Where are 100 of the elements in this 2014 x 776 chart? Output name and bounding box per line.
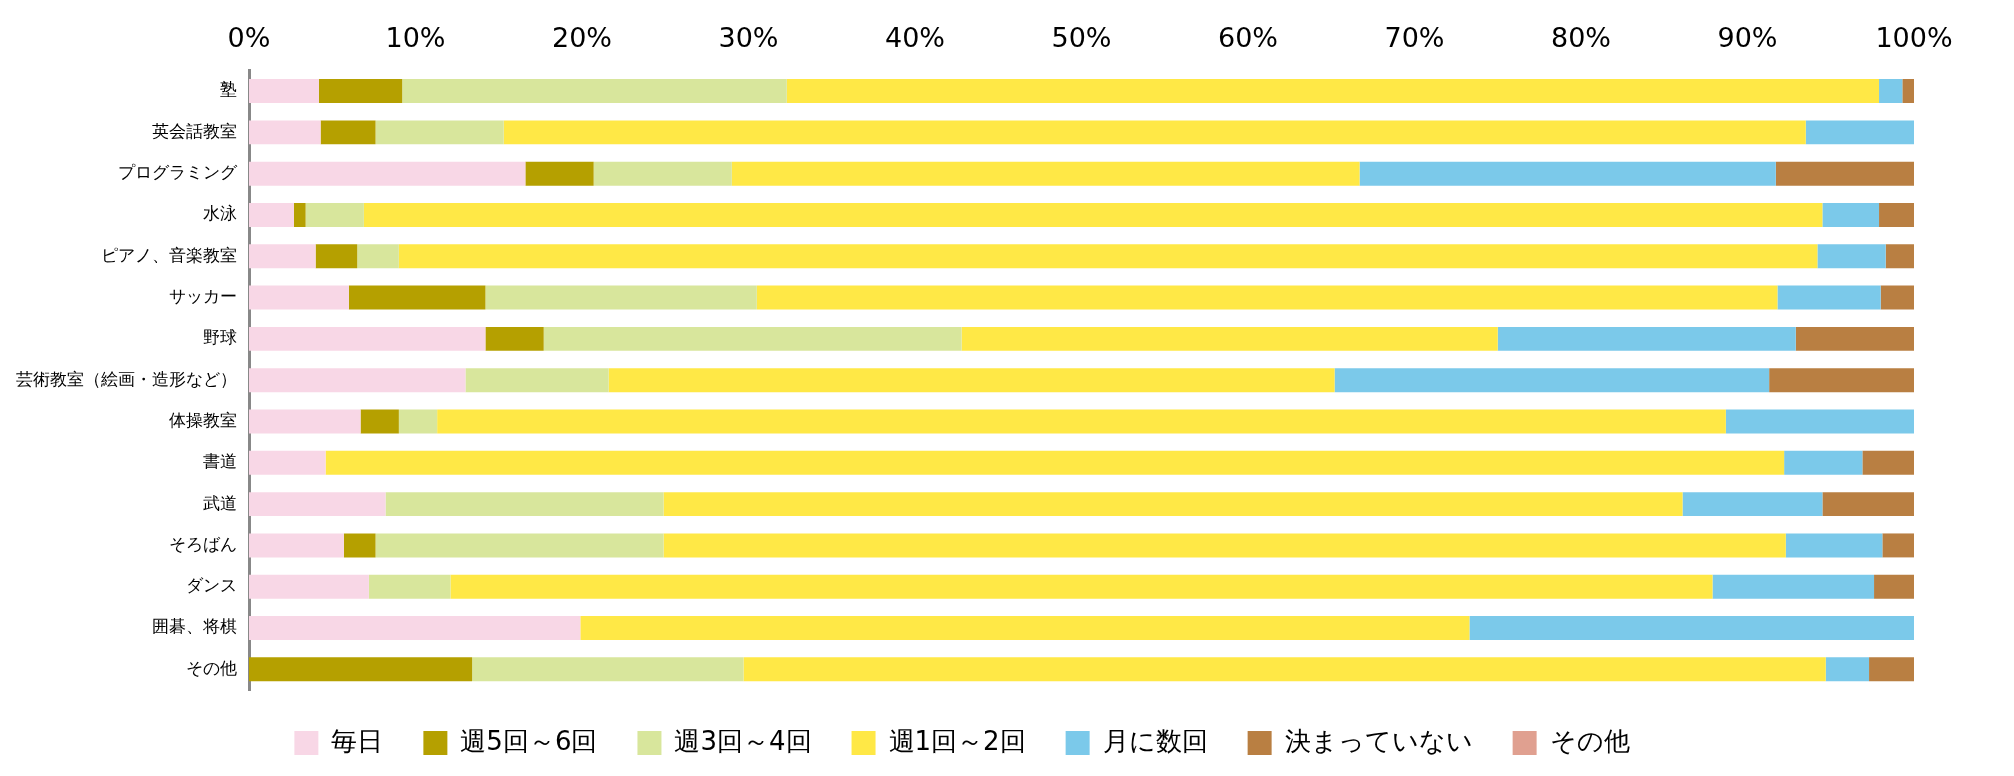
bar [1869,657,1914,682]
bar [1822,492,1914,517]
bar [249,657,473,682]
x-tick-label: 20% [551,22,613,54]
bar [663,492,1683,517]
y-tick-label: ダンス [186,575,237,596]
y-tick-label: プログラミング [118,162,238,183]
x-tick-label: 80% [1550,22,1612,54]
bar [465,368,609,393]
bar [305,202,364,227]
y-tick-label: 塾 [220,79,237,100]
legend-label: その他 [1549,725,1630,756]
bar [249,326,486,351]
legend-label: 週5回～6回 [460,725,598,756]
bar [249,161,526,186]
bar [485,326,544,351]
bar [1795,326,1914,351]
bar [249,616,581,641]
x-tick-label: 60% [1217,22,1279,54]
y-tick-label: 体操教室 [169,409,237,430]
bar [357,244,399,269]
bar [368,574,451,599]
bar [249,533,344,558]
bar [1785,533,1883,558]
bar [1822,202,1880,227]
bar [343,533,376,558]
bar [1682,492,1823,517]
bar [1775,161,1914,186]
bar [472,657,744,682]
bar [249,79,319,104]
bar [385,492,664,517]
bar [1359,161,1776,186]
bar [249,285,349,310]
bar [450,574,1713,599]
bar [249,409,361,434]
bar [1902,79,1914,104]
bar [249,244,316,269]
legend-label: 月に数回 [1102,725,1208,756]
y-tick-label: 書道 [203,451,237,472]
bar [1862,450,1914,475]
bar [1725,409,1914,434]
legend-label: 週3回～4回 [674,725,812,756]
bar [360,409,399,434]
y-tick-label: 野球 [203,327,237,348]
bar [1469,616,1914,641]
bar [503,120,1806,145]
bar [608,368,1335,393]
bar [402,79,787,104]
y-tick-label: 囲碁、将棋 [152,616,237,637]
y-tick-label: その他 [186,657,237,678]
bar [1885,244,1914,269]
bar [249,574,369,599]
bar [320,120,376,145]
y-tick-label: そろばん [169,533,237,554]
bar [398,244,1818,269]
bar [1805,120,1914,145]
bar [293,202,306,227]
bar [249,120,321,145]
bar [786,79,1880,104]
bar [375,120,504,145]
bar [1874,574,1914,599]
bar [1880,285,1914,310]
y-tick-label: 英会話教室 [152,120,237,141]
bar [1882,533,1914,558]
y-tick-label: ピアノ、音楽教室 [101,244,237,265]
bar [743,657,1826,682]
x-tick-label: 50% [1051,22,1112,54]
bar [249,202,294,227]
bar [363,202,1823,227]
bar [1825,657,1870,682]
bar [249,368,466,393]
bar [543,326,962,351]
bar [1817,244,1886,269]
y-tick-label: 芸術教室（絵画・造形など） [16,368,237,389]
bar [1497,326,1796,351]
bar [348,285,486,310]
y-tick-label: 水泳 [203,203,237,224]
bar [485,285,757,310]
bar [249,450,326,475]
x-tick-label: 100% [1875,22,1953,54]
bar [318,79,403,104]
bar [398,409,438,434]
y-tick-label: サッカー [169,286,237,307]
bar [731,161,1360,186]
x-tick-label: 10% [385,22,446,54]
bar [580,616,1470,641]
x-tick-label: 40% [884,22,946,54]
bar [525,161,594,186]
bar [437,409,1726,434]
bar [1712,574,1875,599]
bar [1879,202,1914,227]
bar [1784,450,1863,475]
bar [1769,368,1914,393]
bar [756,285,1778,310]
bar [593,161,732,186]
bar [315,244,358,269]
legend-label: 毎日 [331,725,384,756]
legend-label: 週1回～2回 [888,725,1026,756]
y-tick-label: 武道 [203,492,237,513]
bar [1334,368,1770,393]
